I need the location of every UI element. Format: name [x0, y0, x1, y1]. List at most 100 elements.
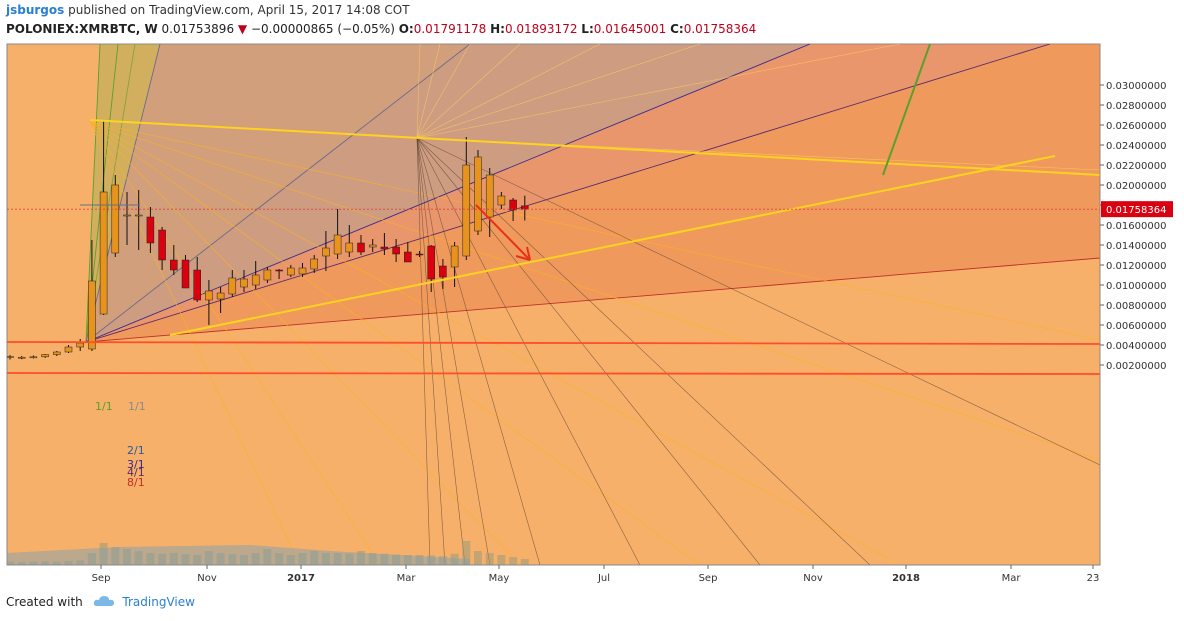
volume-bar: [497, 555, 506, 565]
candle-body: [509, 199, 517, 211]
candle-body: [240, 278, 248, 288]
candle-body: [521, 205, 529, 210]
tradingview-link[interactable]: TradingView: [122, 595, 195, 609]
high-value: 0.01893172: [504, 22, 578, 36]
level-line: [7, 341, 1100, 345]
fan-ray-dark: [416, 137, 761, 565]
y-tick-label: 0.01200000: [1106, 261, 1166, 272]
last-price-tag: [1101, 201, 1173, 218]
fan-ray-light: [416, 44, 471, 139]
candle-body: [415, 253, 424, 256]
x-tick-label: Nov: [197, 573, 217, 584]
volume-bar: [520, 559, 529, 565]
close-value: 0.01758364: [683, 22, 757, 36]
last-price-tag-label: 0.01758364: [1106, 205, 1166, 216]
fan-ray: [89, 121, 1100, 461]
x-tick-label: Jul: [597, 573, 610, 584]
close-label: C:: [670, 22, 684, 36]
gann-label: 8/1: [127, 476, 145, 489]
candle-body: [170, 259, 178, 271]
gann-label: 4/1: [127, 466, 145, 479]
y-tick-label: 0.02400000: [1106, 141, 1166, 152]
price-axis[interactable]: 0.03000000 0.02800000 0.02600000 0.02400000…: [1099, 44, 1173, 565]
low-value: 0.01645001: [593, 22, 667, 36]
fan-ray-dark: [416, 137, 1100, 466]
candle-body: [193, 269, 201, 301]
candle-body: [357, 242, 365, 253]
green-trend-line: [882, 44, 931, 176]
tradingview-cloud-icon: [93, 595, 115, 610]
candle-body: [485, 174, 494, 218]
drawings-layer: 1/1 2/13/14/18/1 1/1: [7, 44, 1100, 489]
candle-body: [310, 258, 318, 270]
fan-line: [85, 44, 1051, 343]
y-tick-label: 0.00200000: [1106, 361, 1166, 372]
fan-ray-light: [416, 44, 701, 139]
symbol-label: POLONIEX:XMRBTC, W: [6, 22, 158, 36]
x-tick-label: May: [489, 573, 510, 584]
open-value: 0.01791178: [413, 22, 487, 36]
low-label: L:: [581, 22, 594, 36]
y-tick-label: 0.01600000: [1106, 221, 1166, 232]
y-tick-label: 0.02800000: [1106, 101, 1166, 112]
volume-bar: [474, 551, 482, 565]
candle-body: [7, 356, 14, 358]
candle-body: [287, 267, 295, 276]
x-tick-label: 2017: [287, 573, 315, 584]
gann-label: 3/1: [127, 458, 145, 471]
candle-body: [368, 244, 377, 248]
resistance-line: [89, 119, 1100, 176]
candle-body: [216, 292, 225, 300]
y-tick-label: 0.02200000: [1106, 161, 1166, 172]
x-tick-label: Sep: [92, 573, 111, 584]
fan-ray-light: [416, 44, 601, 139]
time-axis[interactable]: Sep Nov 2017 Mar May Jul Sep Nov 2018 Mar 23: [7, 564, 1100, 584]
candle-body: [263, 269, 272, 281]
y-tick-label: 0.00800000: [1106, 301, 1166, 312]
candle-body: [111, 184, 120, 254]
volume-bar: [462, 541, 471, 565]
y-tick-label: 0.02000000: [1106, 181, 1166, 192]
fan-ray-dark: [416, 137, 491, 565]
price-chart[interactable]: 1/12/13/14/18/11/1 0.030000000.028000000…: [0, 40, 1184, 590]
candles-layer: [7, 120, 529, 360]
candle-body: [134, 214, 143, 217]
y-tick-label: 0.01000000: [1106, 281, 1166, 292]
candle-body: [29, 356, 38, 359]
volume-area: [7, 545, 470, 565]
created-with-label: Created with: [6, 595, 83, 609]
candle-body: [205, 290, 213, 301]
x-tick-label: Mar: [397, 573, 417, 584]
fan-line: [85, 44, 471, 343]
fan-ray-dark: [416, 137, 446, 565]
candle-body: [88, 280, 96, 350]
candle-body: [474, 156, 482, 232]
author-name[interactable]: jsburgos: [6, 3, 65, 17]
y-tick-label: 0.00400000: [1106, 341, 1166, 352]
y-tick-label: 0.02600000: [1106, 121, 1166, 132]
last-price: 0.01753896: [161, 22, 235, 36]
y-tick-label: 0.00600000: [1106, 321, 1166, 332]
volume-bar: [485, 553, 494, 565]
candle-body: [462, 164, 471, 257]
x-tick-label: Mar: [1002, 573, 1022, 584]
fan-line: [85, 44, 161, 343]
fan-ray: [89, 121, 1100, 341]
candle-body: [17, 356, 26, 359]
candle-body: [298, 267, 307, 275]
fan-ray-light: [416, 44, 441, 139]
candle-body: [497, 195, 506, 206]
candle-body: [345, 242, 354, 253]
candle-body: [41, 354, 49, 358]
candle-body: [333, 234, 342, 255]
level-line: [7, 372, 1100, 375]
candle-body: [76, 342, 84, 348]
x-tick-label: 2018: [892, 573, 920, 584]
candle-body: [275, 269, 283, 272]
fan-line: [85, 257, 1100, 343]
x-tick-label: Nov: [803, 573, 823, 584]
candle-body: [146, 216, 155, 244]
arrow-head-icon: [515, 246, 531, 261]
fan-ray-light: [416, 44, 521, 139]
candle-body: [322, 247, 330, 257]
